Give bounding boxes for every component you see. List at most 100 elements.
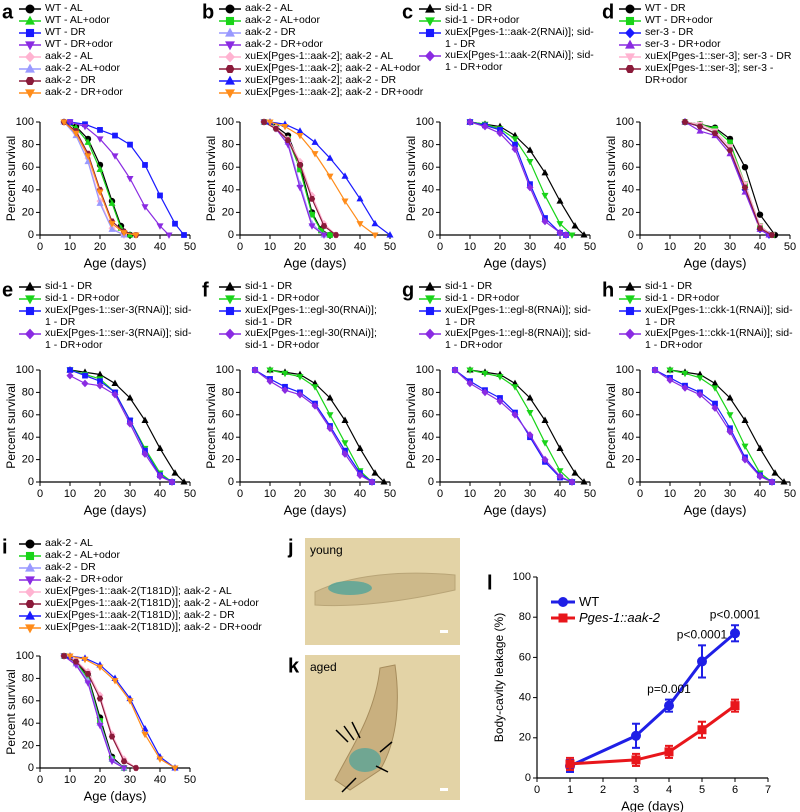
x-tick-label: 20: [94, 488, 106, 500]
legend-swatch: [19, 15, 41, 25]
legend-swatch: [419, 306, 441, 316]
marker: [25, 599, 35, 609]
marker: [25, 610, 35, 620]
marker: [66, 371, 74, 380]
legend-item: WT: [550, 594, 660, 610]
survival-curve: [269, 369, 373, 483]
panel-label: f: [202, 279, 209, 301]
marker: [556, 444, 564, 451]
survival-curve: [669, 369, 773, 483]
panel-label: d: [602, 1, 614, 23]
legend: aak-2 - AL aak-2 - AL+odor aak-2 - DR aak-2…: [18, 537, 262, 634]
marker: [96, 664, 104, 672]
legend-label: WT - AL+odor: [45, 14, 110, 26]
marker: [711, 404, 719, 412]
legend-label: xuEx[Pges-1::aak-2(RNAi)]; sid-1 - DR+od…: [445, 49, 594, 73]
marker: [84, 671, 92, 677]
marker: [60, 119, 68, 126]
marker: [225, 27, 235, 37]
marker: [727, 139, 733, 146]
y-tick-label: 80: [22, 139, 34, 151]
marker: [225, 306, 235, 316]
marker: [466, 367, 474, 374]
x-tick-label: 40: [154, 241, 166, 253]
marker: [251, 366, 259, 374]
legend-item: ser-3 - DR+odor: [618, 38, 795, 51]
x-axis-label: Age (days): [684, 502, 747, 517]
y-tick-label: 100: [216, 116, 234, 128]
y-tick-label: 80: [222, 139, 234, 151]
panel-label: k: [288, 655, 300, 677]
legend-item: xuEx[Pges-1::egl-30(RNAi)]; sid-1 - DR: [218, 304, 395, 328]
legend-swatch: [19, 551, 41, 561]
marker: [25, 51, 35, 63]
marker: [526, 410, 534, 417]
x-axis-label: Age (days): [84, 788, 147, 803]
x-tick-label: 50: [384, 488, 396, 500]
y-tick-label: 40: [622, 431, 634, 443]
marker: [296, 157, 304, 166]
marker: [511, 384, 519, 391]
legend-label: ser-3 - DR: [645, 26, 694, 38]
marker: [120, 230, 128, 237]
legend-item: xuEx[Pges-1::egl-8(RNAi)]; sid-1 - DR: [418, 304, 595, 328]
legend-item: xuEx[Pges-1::egl-8(RNAi)]; sid-1 - DR+od…: [418, 327, 595, 351]
x-tick-label: 10: [264, 241, 276, 253]
y-tick-label: 80: [222, 386, 234, 398]
marker: [84, 138, 92, 145]
marker: [425, 306, 435, 316]
legend-label: xuEx[Pges-1::ser-3(RNAi)]; sid-1 - DR: [45, 304, 192, 328]
marker: [281, 370, 289, 378]
legend-item: sid-1 - DR: [418, 2, 595, 15]
panel-label: b: [202, 1, 214, 23]
x-tick-label: 40: [354, 488, 366, 500]
x-tick-label: 30: [724, 488, 736, 500]
y-tick-label: 0: [28, 229, 34, 241]
x-tick-label: 30: [324, 488, 336, 500]
legend-swatch: [219, 51, 241, 63]
x-tick-label: 30: [524, 241, 536, 253]
marker: [341, 172, 349, 179]
legend-label: xuEx[Pges-1::aak-2]; aak-2 - AL: [245, 50, 394, 62]
x-tick-label: 0: [437, 488, 443, 500]
marker: [141, 450, 149, 458]
legend-label: xuEx[Pges-1::ser-3]; ser-3 - DR+odor: [645, 62, 774, 86]
y-tick-label: 0: [28, 476, 34, 488]
dye-young: [328, 581, 372, 595]
panel-label: e: [2, 279, 13, 301]
legend-item: xuEx[Pges-1::aak-2]; aak-2 - DR+oodr: [218, 86, 423, 99]
marker: [481, 388, 489, 397]
marker: [541, 217, 549, 226]
legend-swatch: [219, 281, 241, 291]
x-tick-label: 30: [124, 241, 136, 253]
marker: [568, 232, 576, 239]
legend-label: xuEx[Pges-1::ser-3]; ser-3 - DR: [645, 50, 792, 62]
y-tick-label: 40: [622, 184, 634, 196]
x-tick-label: 0: [237, 241, 243, 253]
marker: [541, 440, 549, 447]
marker: [225, 75, 235, 85]
legend-label: aak-2 - AL+odor: [45, 549, 121, 561]
legend-label: sid-1 - DR: [445, 280, 493, 292]
legend-item: aak-2 - AL+odor: [218, 14, 423, 27]
marker: [371, 219, 379, 227]
x-tick-label: 4: [666, 784, 672, 796]
marker: [25, 15, 35, 25]
y-tick-label: 40: [22, 431, 34, 443]
marker: [60, 653, 68, 659]
x-tick-label: 10: [464, 488, 476, 500]
y-tick-label: 40: [422, 184, 434, 196]
legend-label: sid-1 - DR+odor: [245, 292, 320, 304]
marker: [741, 184, 749, 191]
legend-item: aak-2 - DR+odor: [18, 86, 123, 99]
y-axis-label: Percent survival: [604, 136, 618, 221]
marker: [225, 328, 235, 340]
marker: [108, 733, 116, 740]
y-tick-label: 0: [628, 476, 634, 488]
marker: [84, 680, 92, 687]
marker: [112, 132, 118, 139]
y-tick-label: 100: [16, 364, 34, 376]
legend: WT - DR WT - DR+odor ser-3 - DR ser-3 - DR+…: [618, 2, 795, 86]
marker: [356, 471, 364, 480]
